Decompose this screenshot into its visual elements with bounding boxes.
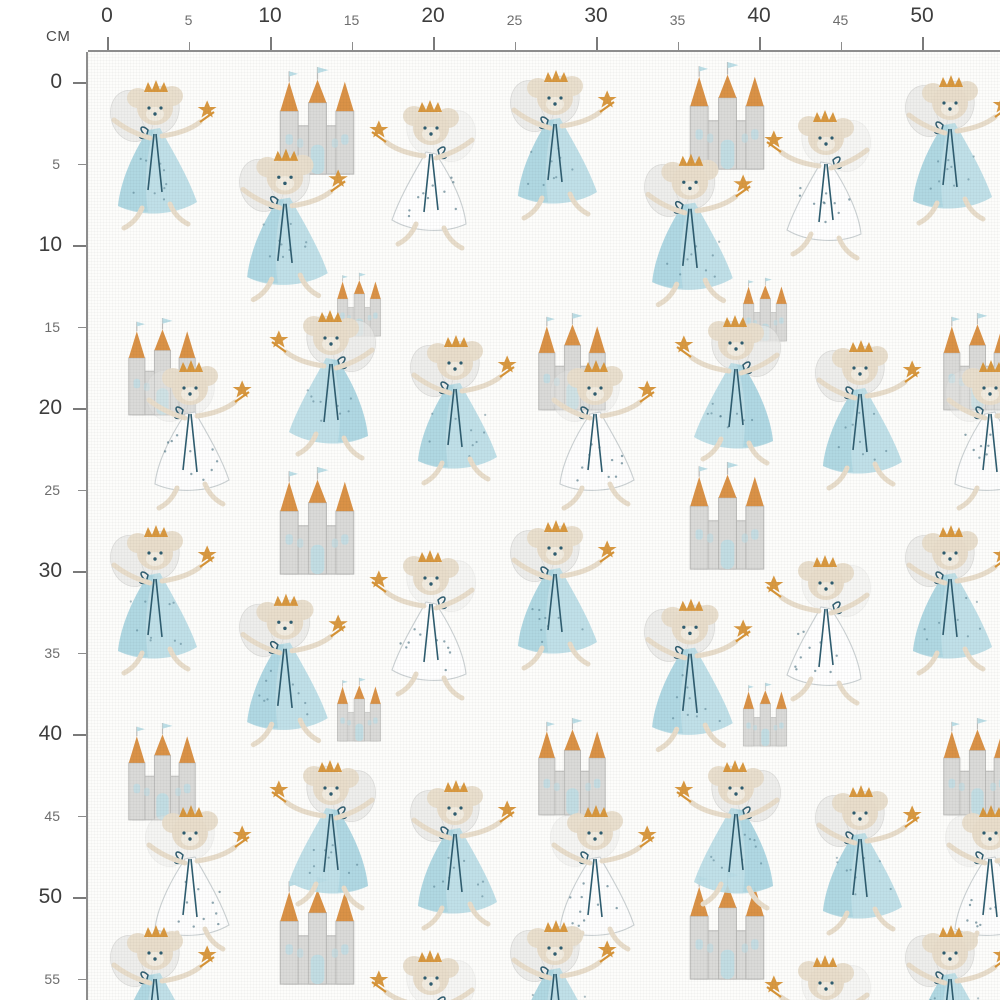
fabric-swatch-viewer: CM 0 5 10 15 20 25 30 35 40 45 50 0 5 10 15 20 25 30 35 40… — [0, 0, 1000, 1000]
unit-label: CM — [46, 28, 70, 45]
ruler-top-tick — [678, 42, 679, 50]
ruler-corner: CM — [0, 0, 88, 52]
fairy-mouse-icon — [498, 912, 618, 1000]
ruler-left-tick-label: 20 — [39, 396, 62, 420]
fairy-mouse-icon — [763, 102, 883, 252]
ruler-top: 0 5 10 15 20 25 30 35 40 45 50 — [88, 0, 1000, 52]
ruler-left-tick-label: 45 — [44, 808, 60, 824]
ruler-top-tick — [841, 42, 842, 50]
ruler-left-tick — [78, 816, 86, 817]
fairy-mouse-icon — [133, 352, 253, 502]
ruler-left-tick — [78, 327, 86, 328]
fairy-mouse-icon — [763, 547, 883, 697]
ruler-top-tick-label: 20 — [421, 4, 444, 28]
ruler-left-tick — [78, 979, 86, 980]
fairy-mouse-icon — [98, 917, 218, 1000]
fabric-pattern-image — [88, 52, 1000, 1000]
fairy-mouse-icon — [98, 72, 218, 222]
castle-icon — [276, 890, 358, 991]
ruler-top-tick — [515, 42, 516, 50]
ruler-left-tick — [78, 164, 86, 165]
fairy-mouse-icon — [498, 512, 618, 662]
fairy-mouse-icon — [368, 92, 488, 242]
ruler-left-tick-label: 25 — [44, 482, 60, 498]
ruler-left-tick-label: 35 — [44, 645, 60, 661]
ruler-top-tick-label: 10 — [258, 4, 281, 28]
ruler-left-tick-label: 5 — [52, 156, 60, 172]
fairy-mouse-icon — [538, 352, 658, 502]
fairy-mouse-icon — [398, 772, 518, 922]
ruler-left-tick — [73, 571, 86, 573]
fairy-mouse-icon — [498, 62, 618, 212]
fairy-mouse-icon — [368, 542, 488, 692]
ruler-left-tick — [73, 82, 86, 84]
ruler-left-tick — [73, 245, 86, 247]
ruler-left-tick — [73, 897, 86, 899]
ruler-top-tick — [352, 42, 353, 50]
ruler-top-tick — [189, 42, 190, 50]
ruler-top-tick-label: 15 — [344, 12, 360, 28]
fairy-mouse-icon — [803, 332, 923, 482]
ruler-left-tick — [73, 408, 86, 410]
ruler-left-tick — [78, 653, 86, 654]
ruler-top-tick — [433, 37, 435, 50]
ruler-top-tick — [922, 37, 924, 50]
fairy-mouse-icon — [893, 67, 1000, 217]
ruler-left-tick — [73, 734, 86, 736]
fairy-mouse-icon — [933, 352, 1000, 502]
ruler-top-tick — [596, 37, 598, 50]
fairy-mouse-icon — [893, 917, 1000, 1000]
fairy-mouse-icon — [763, 947, 883, 1000]
fairy-mouse-icon — [803, 777, 923, 927]
ruler-left-tick-label: 15 — [44, 319, 60, 335]
fairy-mouse-icon — [673, 307, 793, 457]
fairy-mouse-icon — [98, 517, 218, 667]
ruler-top-tick-label: 40 — [747, 4, 770, 28]
ruler-top-tick — [759, 37, 761, 50]
ruler-left-tick-label: 0 — [50, 70, 62, 94]
ruler-left-tick-label: 10 — [39, 233, 62, 257]
ruler-top-tick — [107, 37, 109, 50]
fairy-mouse-icon — [227, 141, 349, 294]
ruler-top-tick-label: 50 — [910, 4, 933, 28]
ruler-top-tick-label: 45 — [833, 12, 849, 28]
fairy-mouse-icon — [368, 942, 488, 1000]
ruler-left-tick-label: 50 — [39, 885, 62, 909]
fairy-mouse-icon — [893, 517, 1000, 667]
fairy-mouse-icon — [227, 586, 349, 739]
castle-icon — [686, 475, 768, 576]
ruler-left-tick — [78, 490, 86, 491]
fairy-mouse-icon — [398, 327, 518, 477]
fairy-mouse-icon — [673, 752, 793, 902]
ruler-left-tick-label: 40 — [39, 722, 62, 746]
ruler-top-tick — [270, 37, 272, 50]
ruler-top-tick-label: 5 — [185, 12, 193, 28]
fairy-mouse-icon — [268, 302, 388, 452]
fairy-mouse-icon — [632, 591, 754, 744]
ruler-top-tick-label: 30 — [584, 4, 607, 28]
fairy-mouse-icon — [268, 752, 388, 902]
ruler-top-tick-label: 35 — [670, 12, 686, 28]
castle-icon — [276, 480, 358, 581]
ruler-top-tick-label: 25 — [507, 12, 523, 28]
ruler-left-tick-label: 55 — [44, 971, 60, 987]
ruler-left-tick-label: 30 — [39, 559, 62, 583]
fairy-mouse-icon — [632, 146, 754, 299]
ruler-top-tick-label: 0 — [101, 4, 113, 28]
ruler-left: 0 5 10 15 20 25 30 35 40 45 50 55 — [0, 52, 88, 1000]
